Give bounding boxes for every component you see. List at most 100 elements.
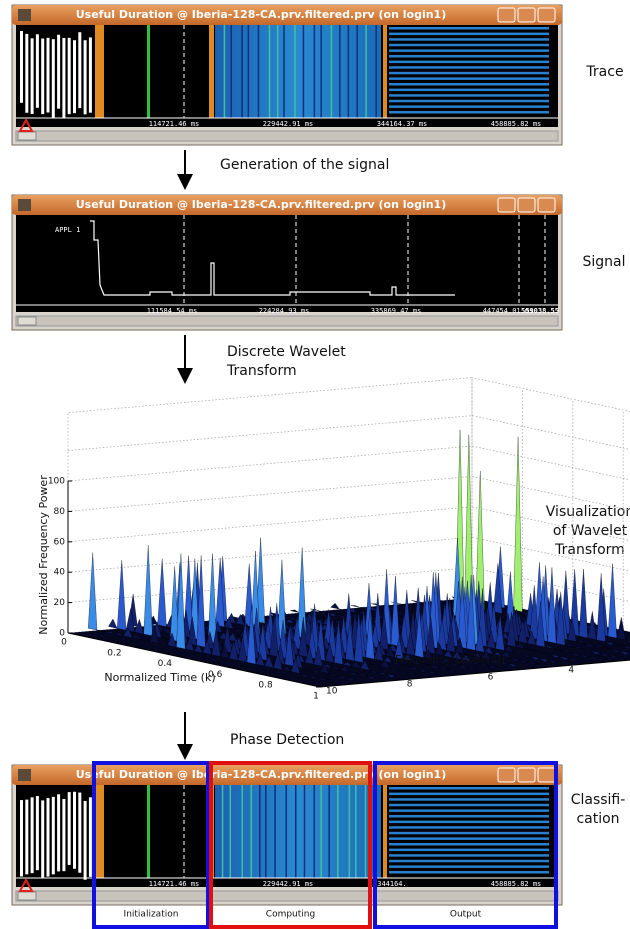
surface-facet (287, 616, 297, 621)
trace-stripe (389, 66, 549, 69)
y-axis-label: Frequency Levels (j) (395, 653, 505, 666)
surface-facet (255, 537, 266, 624)
surface-facet (567, 618, 577, 642)
trace-line (348, 785, 351, 878)
surface-facet (403, 654, 413, 662)
trace-line (313, 785, 316, 878)
trace-stripe (389, 71, 549, 75)
surface-facet (591, 650, 601, 655)
trace-bar (51, 796, 55, 875)
surface-facet (365, 609, 375, 660)
surface-facet (513, 651, 523, 655)
surface-facet (351, 660, 361, 669)
surface-facet (319, 663, 330, 674)
phase-label: Computing (266, 910, 315, 920)
trace-bar (35, 796, 39, 871)
trace-bar (67, 37, 71, 115)
surface-facet (237, 635, 248, 663)
surface-facet (400, 664, 410, 667)
surface-facet (360, 660, 370, 671)
trace-stripe (389, 803, 549, 807)
trace-stripe (389, 94, 549, 97)
surface-facet (504, 645, 514, 653)
trace-bar (30, 797, 34, 874)
surface-facet (339, 666, 350, 673)
trace-bar (62, 37, 66, 119)
surface-facet (429, 664, 440, 670)
surface-facet (378, 671, 387, 675)
trace-band (383, 25, 387, 118)
surface-facet (290, 657, 301, 674)
title-bar (12, 195, 562, 215)
trace-stripe (389, 77, 549, 80)
trace-line (355, 785, 357, 878)
surface-facet (553, 648, 563, 651)
z-tick-label: 40 (54, 568, 66, 578)
trace-line (337, 785, 339, 878)
surface-facet (528, 661, 538, 666)
z-tick-label: 80 (54, 507, 66, 517)
axis-label: 224284.93 ms (259, 307, 310, 315)
side-label: Transform (554, 542, 625, 558)
surface-facet (455, 636, 465, 655)
surface-facet (508, 663, 518, 668)
trace-stripe (389, 787, 549, 790)
x-tick-label: 1 (313, 692, 319, 702)
surface-facet (359, 606, 369, 610)
axis-label: 344164.37 ms (377, 120, 428, 128)
trace-stripe (389, 105, 549, 108)
trace-stripe (389, 99, 549, 103)
surface-facet (88, 552, 98, 631)
trace-bar (83, 40, 87, 115)
surface-facet (565, 644, 574, 648)
surface-facet (495, 614, 505, 651)
surface-facet (547, 567, 557, 644)
surface-facet (539, 657, 550, 662)
surface-facet (426, 616, 436, 655)
trace-line (223, 25, 226, 118)
x-tick-label: 0 (61, 638, 67, 648)
surface-facet (487, 665, 498, 669)
trace-stripe (389, 49, 549, 52)
trace-band (147, 25, 150, 118)
trace-area (16, 215, 558, 312)
surface-facet (519, 617, 530, 622)
surface-facet (379, 610, 389, 651)
z-tick-label: 60 (54, 537, 66, 547)
axis-label: 114721.46 ms (149, 880, 200, 888)
surface-facet (524, 648, 534, 651)
trace-line (221, 785, 224, 878)
surface-facet (571, 652, 581, 657)
surface-facet (339, 608, 349, 613)
surface-facet (369, 670, 379, 674)
surface-facet (161, 637, 171, 640)
surface-facet (389, 668, 399, 672)
trace-line (257, 25, 260, 118)
surface-facet (467, 666, 477, 671)
trace-line (347, 25, 350, 118)
window-button (537, 197, 556, 213)
surface-facet (518, 618, 528, 644)
axis-line (67, 632, 321, 688)
surface-facet (134, 618, 144, 635)
arrow-label: Transform (226, 363, 297, 379)
surface-facet (461, 654, 471, 662)
axis-label: 559038.55 (521, 307, 559, 315)
surface-facet (397, 609, 407, 612)
axis-label: 335869.47 ms (371, 307, 422, 315)
scroll-button (17, 891, 37, 901)
surface-facet (493, 563, 503, 614)
surface-facet (371, 664, 381, 667)
scroll-bar (15, 315, 559, 327)
trace-line (247, 25, 250, 118)
axis-label: 229442.91 ms (263, 120, 314, 128)
trace-stripe (389, 848, 549, 852)
trace-stripe (389, 820, 549, 824)
surface-facet (427, 670, 437, 674)
arrow-label: Discrete Wavelet (227, 344, 346, 360)
surface-facet (193, 644, 204, 653)
surface-facet (211, 627, 221, 657)
trace-bar (88, 37, 92, 113)
surface-facet (490, 659, 500, 664)
trace-stripe (389, 38, 549, 41)
